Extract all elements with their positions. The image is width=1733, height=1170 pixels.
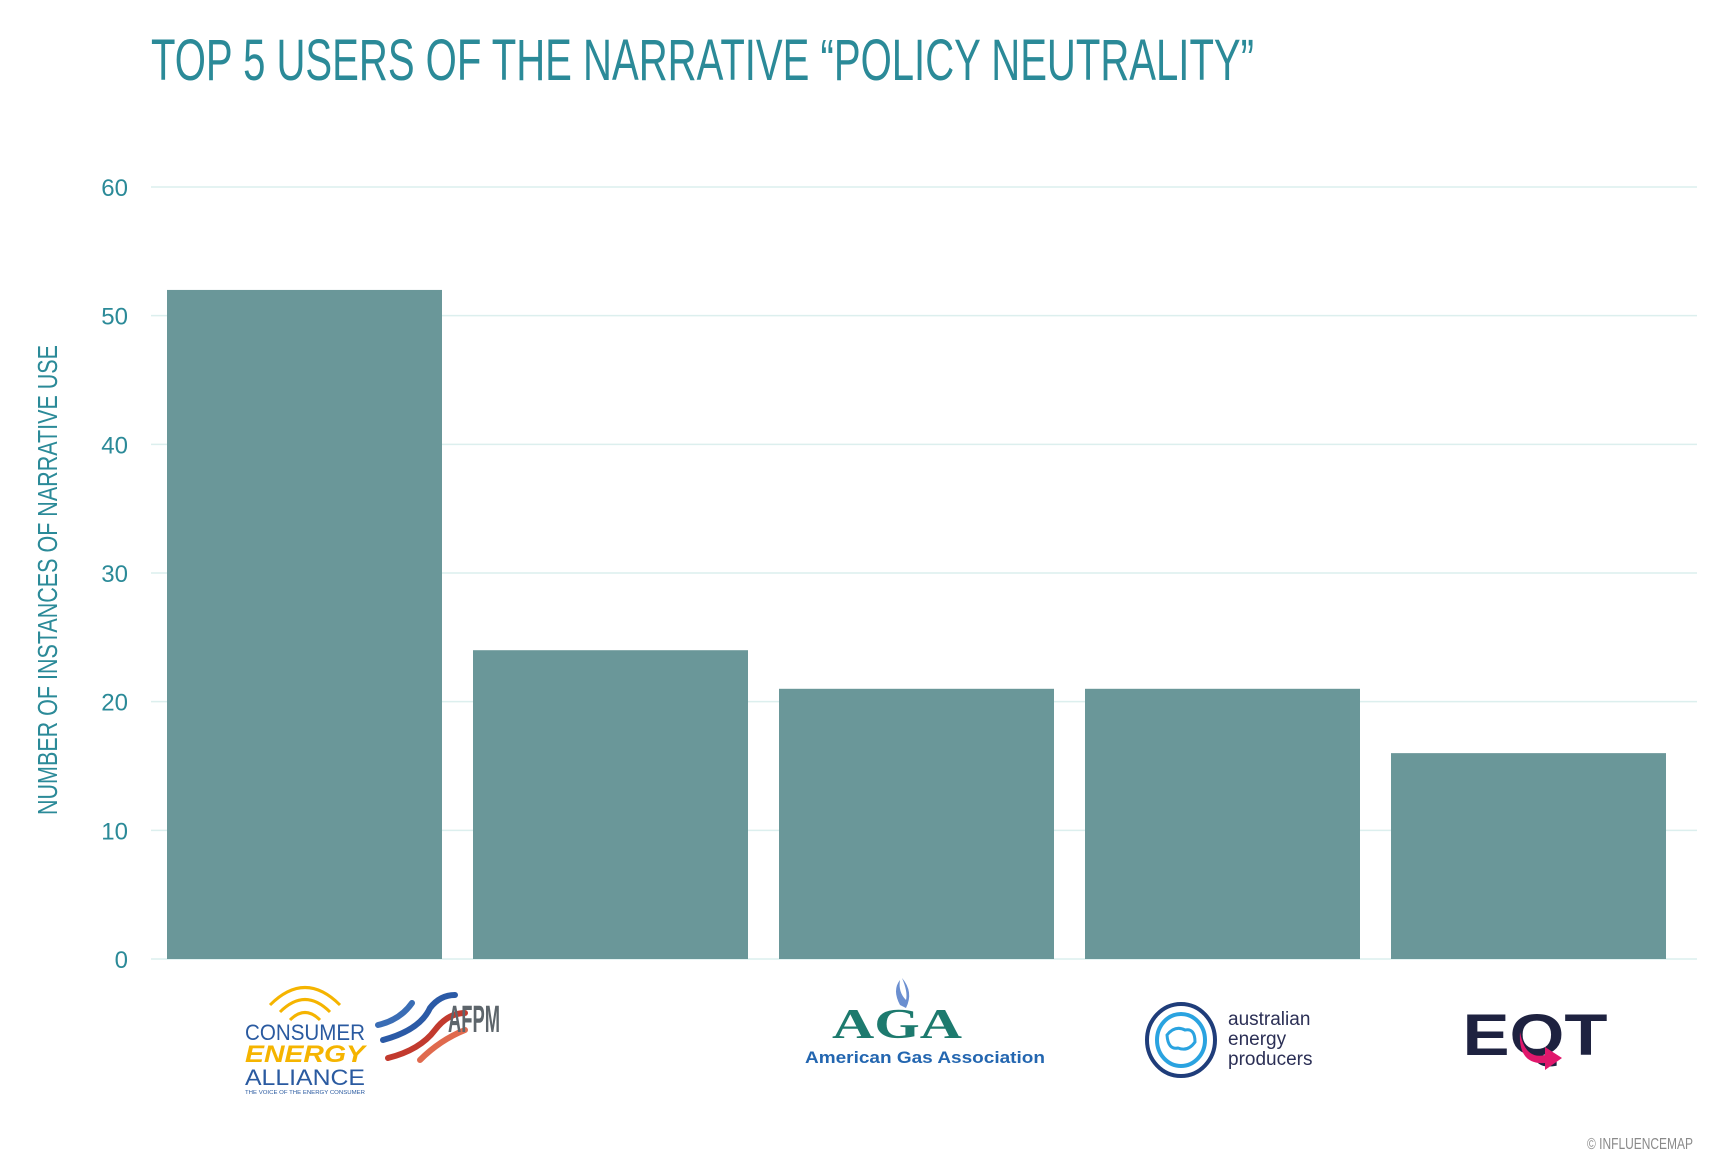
bar-1 xyxy=(473,650,748,959)
y-axis-label: NUMBER OF INSTANCES OF NARRATIVE USE xyxy=(32,345,63,815)
y-tick-label: 50 xyxy=(101,304,128,331)
flame-icon xyxy=(896,978,910,1008)
chart-title: TOP 5 USERS OF THE NARRATIVE “POLICY NEU… xyxy=(151,28,1254,93)
bar-3 xyxy=(1085,688,1360,959)
bar-4 xyxy=(1391,753,1666,959)
logo-australian-energy-producers: australian energy producers xyxy=(1145,1002,1313,1078)
footer-credit: © INFLUENCEMAP xyxy=(1587,1136,1693,1153)
bars xyxy=(167,289,1666,959)
svg-text:CONSUMER: CONSUMER xyxy=(245,1020,365,1045)
svg-text:AFPM: AFPM xyxy=(448,999,500,1041)
svg-text:ALLIANCE: ALLIANCE xyxy=(245,1065,365,1090)
logo-american-gas-association: AGA American Gas Association xyxy=(805,978,1045,1067)
stripes-icon xyxy=(375,992,468,1063)
y-tick-label: 30 xyxy=(101,561,128,588)
svg-text:producers: producers xyxy=(1228,1049,1313,1070)
bar-0 xyxy=(167,289,442,959)
y-tick-labels: 0 10 20 30 40 50 60 xyxy=(101,175,128,974)
svg-text:THE VOICE OF THE ENERGY CONSUM: THE VOICE OF THE ENERGY CONSUMER xyxy=(245,1090,365,1096)
y-tick-label: 60 xyxy=(101,175,128,202)
bar-2 xyxy=(779,688,1054,959)
y-tick-label: 20 xyxy=(101,690,128,717)
arrow-icon xyxy=(1519,1032,1562,1070)
signal-arcs-icon xyxy=(268,986,342,1022)
svg-text:energy: energy xyxy=(1228,1029,1287,1050)
logo-afpm: AFPM xyxy=(375,992,500,1063)
svg-text:ENERGY: ENERGY xyxy=(245,1041,367,1068)
logo-consumer-energy-alliance: CONSUMER ENERGY ALLIANCE THE VOICE OF TH… xyxy=(245,986,367,1096)
y-tick-label: 0 xyxy=(115,947,128,974)
svg-text:australian: australian xyxy=(1228,1009,1310,1030)
y-tick-label: 10 xyxy=(101,818,128,845)
logo-eqt: EQT xyxy=(1463,1003,1608,1070)
globe-australia-icon xyxy=(1145,1002,1217,1078)
y-tick-label: 40 xyxy=(101,432,128,459)
svg-text:American Gas Association: American Gas Association xyxy=(805,1048,1045,1067)
svg-text:AGA: AGA xyxy=(832,1002,963,1048)
